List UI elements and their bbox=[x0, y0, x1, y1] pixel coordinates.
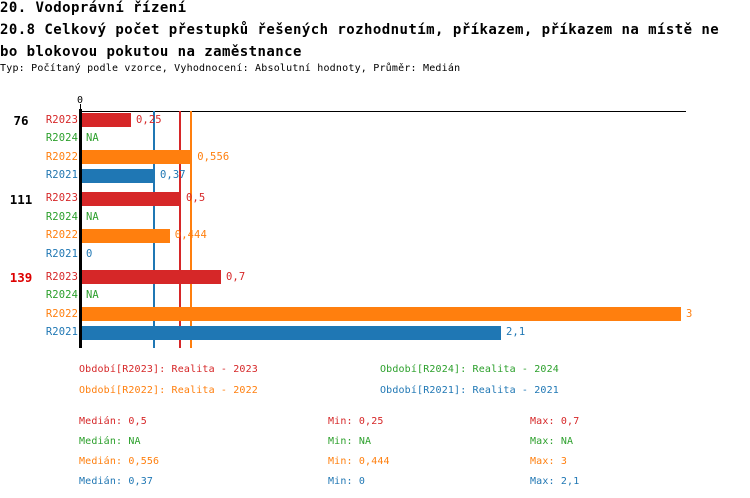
value-bar bbox=[81, 150, 193, 164]
year-label: R2022 bbox=[45, 150, 78, 163]
chart-meta-info: Typ: Počítaný podle vzorce, Vyhodnocení:… bbox=[0, 62, 461, 74]
value-label: NA bbox=[86, 210, 99, 223]
year-label: R2022 bbox=[45, 229, 78, 241]
stat-min-r2023: Min: 0,25 bbox=[328, 415, 384, 427]
value-bar bbox=[81, 228, 170, 243]
chart-row: R2023 0,5 bbox=[0, 191, 750, 206]
value-label: 3 bbox=[686, 307, 693, 320]
value-label: NA bbox=[86, 289, 99, 301]
chart-subtitle-line1: 20.8 Celkový počet přestupků řešených ro… bbox=[0, 21, 720, 38]
chart-row: R2023 0,7 bbox=[0, 270, 750, 284]
legend-item-r2023: Období[R2023]: Realita - 2023 bbox=[79, 364, 258, 375]
value-bar bbox=[81, 113, 131, 127]
year-label: R2024 bbox=[45, 289, 78, 301]
value-label: 0,7 bbox=[226, 270, 246, 283]
year-label: R2021 bbox=[45, 326, 78, 338]
chart-row: R2021 2,1 bbox=[0, 325, 750, 340]
stat-median-r2021: Medián: 0,37 bbox=[79, 476, 154, 488]
value-bar bbox=[81, 270, 221, 284]
value-label: 0,444 bbox=[174, 229, 207, 241]
y-axis-line bbox=[79, 109, 82, 348]
value-label: 0,556 bbox=[197, 150, 230, 163]
stat-max-r2021: Max: 2,1 bbox=[530, 476, 580, 488]
year-label: R2024 bbox=[45, 210, 78, 223]
chart-row: R2024 NA bbox=[0, 210, 750, 224]
stat-median-r2024: Medián: NA bbox=[79, 435, 141, 447]
median-line-r2022 bbox=[190, 111, 192, 348]
chart-row: R2022 0,556 bbox=[0, 150, 750, 164]
year-label: R2023 bbox=[45, 192, 78, 204]
stat-min-r2024: Min: NA bbox=[328, 435, 372, 447]
stat-median-r2022: Medián: 0,556 bbox=[79, 455, 160, 467]
x-axis-line bbox=[80, 110, 686, 112]
stat-min-r2022: Min: 0,444 bbox=[328, 455, 390, 467]
value-bar bbox=[81, 191, 181, 206]
value-label: 0,5 bbox=[186, 192, 206, 204]
chart-row: R2024 NA bbox=[0, 289, 750, 303]
year-label: R2021 bbox=[45, 169, 78, 181]
stat-max-r2022: Max: 3 bbox=[530, 455, 568, 467]
legend-item-r2021: Období[R2021]: Realita - 2021 bbox=[380, 384, 559, 396]
chart-row: R2022 0,444 bbox=[0, 228, 750, 243]
value-label: 0,37 bbox=[160, 169, 186, 181]
value-label: 0,25 bbox=[136, 113, 162, 126]
value-bar bbox=[81, 325, 501, 340]
chart-row: R2021 0,37 bbox=[0, 168, 750, 183]
x-axis-zero-tick bbox=[79, 104, 81, 110]
chart-row: R2022 3 bbox=[0, 307, 750, 321]
chart-row: R2023 0,25 bbox=[0, 113, 750, 127]
stat-median-r2023: Medián: 0,5 bbox=[79, 415, 147, 427]
chart-row: R2021 0 bbox=[0, 247, 750, 261]
x-axis-zero-tick-label: 0 bbox=[76, 95, 84, 106]
stat-min-r2021: Min: 0 bbox=[328, 476, 366, 488]
stat-max-r2024: Max: NA bbox=[530, 435, 574, 447]
median-line-r2023 bbox=[179, 111, 181, 348]
value-label: 2,1 bbox=[506, 326, 526, 338]
value-label: NA bbox=[86, 132, 99, 144]
group-label-139: 139 bbox=[9, 270, 33, 285]
legend-item-r2024: Období[R2024]: Realita - 2024 bbox=[380, 364, 559, 375]
group-label-76: 76 bbox=[13, 113, 29, 128]
year-label: R2022 bbox=[45, 307, 78, 320]
year-label: R2023 bbox=[45, 270, 78, 283]
group-label-111: 111 bbox=[9, 191, 33, 207]
value-bar bbox=[81, 168, 155, 183]
chart-title: 20. Vodoprávní řízení bbox=[0, 0, 187, 16]
year-label: R2021 bbox=[45, 247, 78, 260]
year-label: R2023 bbox=[45, 113, 78, 126]
chart-subtitle-line2: bo blokovou pokutou na zaměstnance bbox=[0, 43, 302, 60]
stat-max-r2023: Max: 0,7 bbox=[530, 415, 580, 427]
value-label: 0 bbox=[86, 247, 93, 260]
value-bar bbox=[81, 307, 681, 321]
chart-row: R2024 NA bbox=[0, 132, 750, 146]
legend-item-r2022: Období[R2022]: Realita - 2022 bbox=[79, 384, 258, 396]
year-label: R2024 bbox=[45, 132, 78, 144]
